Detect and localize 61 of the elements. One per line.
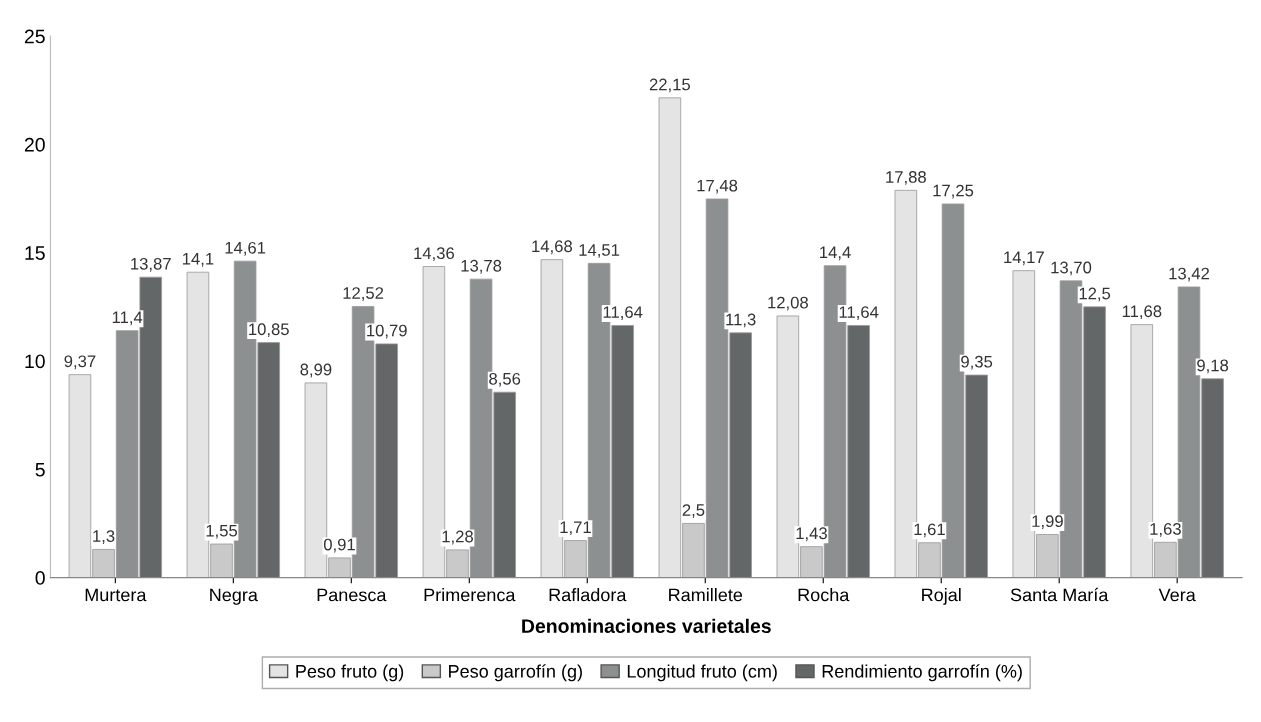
x-tick-label: Ramillete [669, 588, 743, 602]
data-label: 11,64 [839, 306, 879, 320]
data-label: 13,42 [1169, 267, 1210, 282]
x-axis-title: Denominaciones varietales [522, 618, 771, 634]
data-label: 13,70 [1051, 261, 1092, 276]
data-label: 1,28 [442, 530, 473, 545]
data-label: 1,3 [93, 530, 115, 544]
x-tick-label: Panesca [317, 588, 387, 602]
data-label: 1,43 [796, 527, 827, 542]
data-label: 1,99 [1032, 515, 1063, 529]
data-label: 1,61 [914, 523, 945, 538]
data-label: 2,5 [682, 504, 705, 518]
y-tick-label: 0 [35, 571, 45, 585]
data-label: 9,37 [64, 355, 96, 370]
data-label: 14,36 [414, 247, 455, 262]
x-tick-label: Rocha [798, 588, 850, 602]
data-label: 14,61 [225, 241, 266, 256]
x-tick-label: Negra [210, 588, 258, 605]
y-tick-label: 10 [25, 354, 45, 369]
data-label: 10,79 [367, 324, 407, 339]
data-label: 1,63 [1150, 523, 1181, 537]
data-label: 17,48 [697, 179, 738, 194]
data-label: 13,78 [461, 259, 502, 274]
data-label: 14,1 [182, 253, 214, 267]
data-label: 9,18 [1197, 359, 1229, 374]
data-label: 13,87 [131, 257, 171, 272]
legend-label: Peso fruto (g) [296, 664, 404, 682]
data-label: 14,4 [820, 246, 851, 261]
data-label: 0,91 [323, 538, 355, 553]
data-label: 11,64 [603, 306, 643, 320]
y-tick-label: 15 [25, 246, 45, 260]
data-label: 11,4 [112, 311, 143, 326]
x-tick-label: Murtera [85, 588, 147, 602]
x-tick-label: Santa María [1010, 587, 1109, 602]
x-tick-label: Rojal [922, 588, 961, 605]
data-label: 9,35 [961, 355, 993, 370]
data-label: 8,99 [300, 363, 332, 378]
y-tick-label: 20 [24, 137, 45, 152]
legend-label: Longitud fruto (cm) [627, 664, 777, 682]
data-label: 22,15 [649, 78, 691, 93]
data-label: 1,55 [206, 524, 238, 539]
data-label: 10,85 [249, 323, 289, 338]
legend-label: Peso garrofín (g) [449, 664, 582, 682]
data-label: 12,52 [343, 287, 384, 301]
data-label: 11,3 [726, 313, 756, 328]
data-label: 14,17 [1004, 251, 1044, 266]
data-label: 8,56 [489, 372, 521, 387]
data-label: 1,71 [560, 521, 591, 536]
y-tick-label: 5 [35, 462, 45, 477]
x-tick-label: Rafladora [549, 588, 627, 602]
data-label: 14,68 [532, 240, 573, 255]
data-label: 17,25 [933, 184, 974, 199]
data-label: 12,08 [768, 296, 808, 311]
data-label: 14,51 [579, 244, 620, 258]
legend-label: Rendimiento garrofín (%) [822, 664, 1022, 682]
y-tick-label: 25 [24, 29, 45, 44]
x-tick-label: Primerenca [424, 588, 516, 602]
data-label: 12,5 [1079, 287, 1111, 302]
data-label: 11,68 [1122, 305, 1162, 320]
data-label: 17,88 [886, 171, 926, 185]
x-tick-label: Vera [1158, 588, 1196, 602]
